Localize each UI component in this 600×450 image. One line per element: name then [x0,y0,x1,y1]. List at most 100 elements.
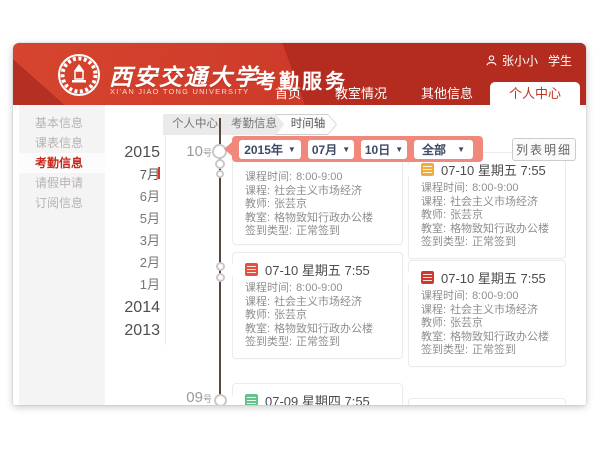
detail-label: 签到类型: [245,336,293,348]
detail-value: 社会主义市场经济 [274,184,363,197]
card-detail-row: 签到类型: 正常签到 [245,225,390,239]
card-header: 07-10 星期五 7:55 [421,269,553,286]
timeline-year-nav: 2015 7月 6月 5月 3月 2月 1月 2014 2013 [110,141,160,342]
attendance-card[interactable]: 07-10 星期五 7:55 课程时间: 8:00-9:00 课程: 社会主义市场经济教… [403,152,566,259]
detail-value: 8:00-9:00 [296,171,343,183]
timeline-nav-2月[interactable]: 2月 [139,255,160,270]
filter-type-dropdown[interactable]: 全部 ▼ [414,139,473,159]
chevron-down-icon: ▼ [457,144,465,154]
person-icon [486,55,497,66]
breadcrumb-item-label: 时间轴 [276,115,336,134]
card-header: 07-10 星期五 7:55 [245,261,390,278]
card-arrow-icon [227,395,233,405]
timeline-nav-6月[interactable]: 6月 [139,189,160,204]
card-detail-row: 教室: 格物致知行政办公楼 [421,331,553,345]
attendance-card[interactable] [408,398,566,405]
dropdown-value: 07月 [311,142,338,157]
attendance-card[interactable]: 07-10 星期五 7:55 课程时间: 8:00-9:00 课程: 社会主义市场经济教… [227,252,403,359]
dropdown-value: 10日 [364,142,391,157]
list-detail-button[interactable]: 列表明细 [512,138,576,161]
detail-label: 课程: [421,303,447,316]
detail-value: 张芸京 [274,309,308,321]
sidebar-item-schedule-info[interactable]: 课表信息 [35,136,84,150]
timeline-nav-5月[interactable]: 5月 [139,211,160,226]
detail-label: 签到类型: [421,344,469,356]
breadcrumb-item[interactable]: 考勤信息 [217,114,285,135]
card-date-title: 07-10 星期五 7:55 [441,270,546,286]
card-detail-row: 课程: 社会主义市场经济 [421,196,553,210]
timeline-node [215,159,225,169]
card-detail-row: 课程: 社会主义市场经济 [245,296,390,310]
detail-label: 教师: [245,309,271,321]
card-detail-row: 教师: 张芸京 [421,317,553,331]
timeline-node [216,273,225,282]
detail-label: 课程时间: [421,182,469,194]
attendance-card[interactable]: 07-09 星期四 7:55 [227,383,403,405]
service-title: 考勤服务 [256,71,348,93]
detail-label: 课程时间: [421,290,469,302]
detail-value: 社会主义市场经济 [450,303,539,316]
dropdown-value: 2015年 [244,142,283,157]
filter-bar: 2015年 ▼ 07月 ▼ 10日 ▼ 全部 ▼ [224,136,483,162]
card-arrow-icon [403,272,409,284]
card-detail-row: 课程时间: 8:00-9:00 [421,182,553,196]
timeline-node [216,170,224,178]
breadcrumb-item-active[interactable]: 时间轴 [275,114,337,135]
user-role: 学生 [547,54,572,68]
attendance-status-icon [245,393,258,405]
nav-tab-home[interactable]: 首页 [274,86,301,101]
detail-value: 社会主义市场经济 [450,195,539,208]
timeline-node [214,394,227,405]
dropdown-value: 全部 [422,142,447,157]
card-arrow-icon [227,264,233,276]
card-detail-row: 教室: 格物致知行政办公楼 [245,212,390,226]
university-name-cn: 西安交通大学 [109,64,259,91]
sidebar-item-attendance-info[interactable]: 考勤信息 [19,153,105,173]
chevron-down-icon: ▼ [342,144,351,154]
card-detail-row: 签到类型: 正常签到 [421,236,553,250]
nav-tab-classroom-status[interactable]: 教室情况 [334,86,387,101]
detail-label: 教师: [421,317,447,329]
timeline-nav-3月[interactable]: 3月 [139,233,160,248]
timeline-nav-2014[interactable]: 2014 [124,299,160,316]
timeline-nav-2013[interactable]: 2013 [124,322,160,339]
attendance-card[interactable]: 07-10 星期五 7:55 课程时间: 8:00-9:00 课程: 社会主义市场经济教… [403,260,566,367]
timeline-day-label: 09号 [186,389,212,405]
card-detail-row: 签到类型: 正常签到 [421,344,553,358]
card-detail-row: 教师: 张芸京 [245,198,390,212]
detail-value: 格物致知行政办公楼 [450,330,550,343]
timeline-nav-7月[interactable]: 7月 [139,167,160,182]
selected-month-tick [158,167,160,179]
sidebar-item-subscription-info[interactable]: 订阅信息 [35,196,84,210]
filter-day-dropdown[interactable]: 10日 ▼ [361,139,407,159]
filter-year-dropdown[interactable]: 2015年 ▼ [239,139,301,159]
detail-value: 8:00-9:00 [472,182,519,194]
sidebar-item-leave-request[interactable]: 请假申请 [35,176,84,190]
card-detail-row: 课程: 社会主义市场经济 [421,304,553,318]
university-name-en: XI'AN JIAO TONG UNIVERSITY [110,87,250,96]
card-detail-row: 教师: 张芸京 [421,209,553,223]
breadcrumb-item[interactable]: 个人中心 [163,114,227,135]
card-date-title: 07-10 星期五 7:55 [441,162,546,178]
nav-tab-other-info[interactable]: 其他信息 [420,86,473,101]
detail-value: 张芸京 [450,317,484,329]
card-detail-row: 教室: 格物致知行政办公楼 [421,223,553,237]
timeline-nav-2015[interactable]: 2015 [124,144,160,161]
card-date-title: 07-10 星期五 7:55 [265,262,370,278]
user-info[interactable]: 张小小 学生 [485,52,572,69]
timeline-day-label: 10号 [186,143,212,160]
main-nav: 首页 教室情况 其他信息 个人中心 [258,82,580,105]
filter-month-dropdown[interactable]: 07月 ▼ [308,139,354,159]
detail-value: 张芸京 [450,209,484,221]
sidebar-item-basic-info[interactable]: 基本信息 [35,116,84,130]
app-header: 西安交通大学 XI'AN JIAO TONG UNIVERSITY 考勤服务 张… [13,43,586,105]
timeline-nav-1月[interactable]: 1月 [139,277,160,292]
app-window: 西安交通大学 XI'AN JIAO TONG UNIVERSITY 考勤服务 张… [13,43,586,405]
card-detail-row: 课程时间: 8:00-9:00 [245,282,390,296]
nav-tab-personal-center[interactable]: 个人中心 [489,82,580,105]
detail-label: 教室: [245,211,271,224]
detail-value: 张芸京 [274,198,308,210]
chevron-down-icon: ▼ [287,144,296,154]
detail-value: 8:00-9:00 [296,282,343,294]
